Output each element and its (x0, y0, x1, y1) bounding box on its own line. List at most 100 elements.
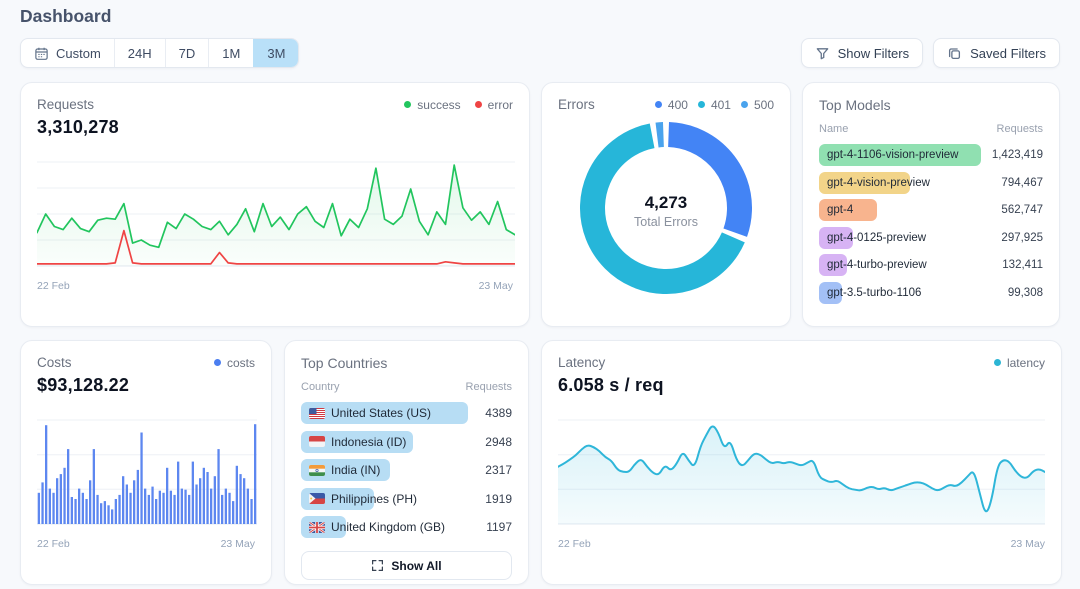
model-bar (819, 226, 854, 249)
legend-item-latency: latency (993, 356, 1045, 370)
errors-donut: 4,273 Total Errors (580, 121, 752, 299)
latency-x-start: 22 Feb (558, 538, 591, 550)
table-row: gpt-4-turbo-preview 132,411 (819, 254, 1043, 276)
model-bar (819, 199, 878, 221)
errors-donut-chart (580, 121, 752, 294)
legend-item-401: 401 (697, 98, 731, 112)
table-row: gpt-4 562,747 (819, 199, 1043, 221)
show-filters-button[interactable]: Show Filters (800, 38, 924, 68)
model-name: gpt-4-vision-preview (827, 176, 930, 189)
costs-value: $93,128.22 (37, 375, 130, 395)
model-requests: 562,747 (1001, 204, 1043, 216)
model-requests: 99,308 (1007, 286, 1043, 299)
model-requests: 794,467 (1001, 176, 1043, 189)
costs-title: Costs (37, 355, 72, 370)
table-row: Indonesia (ID) 2948 (301, 430, 512, 453)
top-models-header: Name Requests (819, 123, 1043, 135)
requests-x-end: 23 May (478, 280, 513, 292)
show-all-label: Show All (391, 558, 442, 573)
top-models-rows: gpt-4-1106-vision-preview 1,423,419 gpt-4-… (819, 144, 1043, 304)
top-countries-header: Country Requests (301, 381, 512, 393)
costs-chart (37, 419, 257, 525)
country-requests: 2317 (485, 463, 512, 477)
legend-item-costs: costs (213, 356, 255, 370)
top-models-card: Top Models Name Requests gpt-4-1106-visi… (802, 82, 1060, 327)
legend-item-error: error (474, 98, 513, 112)
page-title: Dashboard (20, 6, 112, 26)
top-models-col-name: Name (819, 123, 849, 135)
model-bar (819, 281, 842, 304)
latency-value: 6.058 s / req (558, 375, 664, 395)
top-countries-col-requests: Requests (465, 381, 512, 393)
time-range-custom[interactable]: Custom (21, 39, 114, 67)
top-models-title: Top Models (819, 97, 891, 113)
show-all-button[interactable]: Show All (301, 551, 512, 580)
time-range-label: Custom (56, 45, 101, 61)
country-name: United States (US) (301, 402, 468, 424)
table-row: United Kingdom (GB) 1197 (301, 516, 512, 538)
table-row: gpt-3.5-turbo-1106 99,308 (819, 281, 1043, 304)
legend-dot (213, 359, 221, 366)
country-requests: 1197 (486, 520, 512, 534)
bottom-row: Costs costs $93,128.22 22 Feb 23 May Top… (20, 340, 1062, 585)
legend-item-success: success (404, 98, 461, 112)
top-countries-title: Top Countries (301, 355, 388, 371)
latency-title: Latency (558, 355, 606, 370)
top-countries-card: Top Countries Country Requests United St… (284, 340, 529, 585)
legend-item-500: 500 (740, 98, 774, 112)
table-row: gpt-4-vision-preview 794,467 (819, 171, 1043, 194)
country-name: United Kingdom (GB) (301, 516, 468, 538)
expand-icon (371, 559, 384, 572)
errors-legend: 400 401 500 (654, 98, 774, 112)
flag-icon-us (309, 407, 325, 419)
legend-dot (654, 101, 662, 108)
requests-x-start: 22 Feb (37, 280, 70, 292)
table-row: United States (US) 4389 (301, 402, 512, 424)
flag-icon-gb (309, 521, 325, 533)
saved-filters-label: Saved Filters (970, 45, 1046, 61)
model-bar (819, 144, 981, 166)
top-countries-col-country: Country (301, 381, 340, 393)
model-bar (819, 254, 847, 276)
model-requests: 132,411 (1002, 259, 1043, 271)
country-bar (301, 402, 468, 424)
errors-title: Errors (558, 97, 595, 112)
country-name: India (IN) (301, 459, 468, 481)
latency-legend: latency (993, 356, 1045, 370)
model-name: gpt-4 (827, 204, 854, 216)
table-row: gpt-4-0125-preview 297,925 (819, 226, 1043, 249)
country-bar (301, 430, 413, 453)
legend-dot (474, 101, 482, 108)
time-range-7d[interactable]: 7D (164, 39, 209, 67)
time-range-3m[interactable]: 3M (253, 39, 299, 67)
time-range-24h[interactable]: 24H (113, 39, 165, 67)
toolbar-right: Show Filters Saved Filters (800, 38, 1060, 68)
legend-dot (993, 359, 1001, 366)
country-requests: 2948 (485, 434, 512, 449)
flag-icon-id (309, 436, 325, 447)
country-requests: 1919 (485, 491, 512, 506)
toolbar: Custom 24H 7D 1M 3M Show Filters Saved Filte… (20, 38, 1060, 68)
model-name: gpt-4-1106-vision-preview (827, 149, 959, 161)
model-name: gpt-4-turbo-preview (827, 259, 927, 271)
requests-card: Requests success error 3,310,278 22 Feb 2… (20, 82, 530, 327)
time-range-label: 24H (127, 45, 152, 61)
top-row: Requests success error 3,310,278 22 Feb 2… (20, 82, 1060, 327)
model-requests: 1,423,419 (991, 149, 1043, 161)
flag-icon-in (309, 464, 325, 476)
time-range-label: 3M (267, 45, 286, 61)
legend-dot (697, 101, 705, 108)
time-range-1m[interactable]: 1M (208, 39, 253, 67)
saved-filters-button[interactable]: Saved Filters (933, 38, 1060, 68)
time-range-label: 1M (222, 45, 241, 61)
model-name: gpt-3.5-turbo-1106 (827, 286, 922, 299)
costs-legend: costs (213, 356, 255, 370)
country-name: Indonesia (ID) (301, 431, 468, 453)
time-range-label: 7D (178, 45, 196, 61)
costs-x-end: 23 May (220, 538, 255, 550)
model-requests: 297,925 (1001, 231, 1043, 244)
table-row: Philippines (PH) 1919 (301, 487, 512, 510)
top-models-col-requests: Requests (996, 123, 1043, 135)
requests-title: Requests (37, 97, 95, 112)
